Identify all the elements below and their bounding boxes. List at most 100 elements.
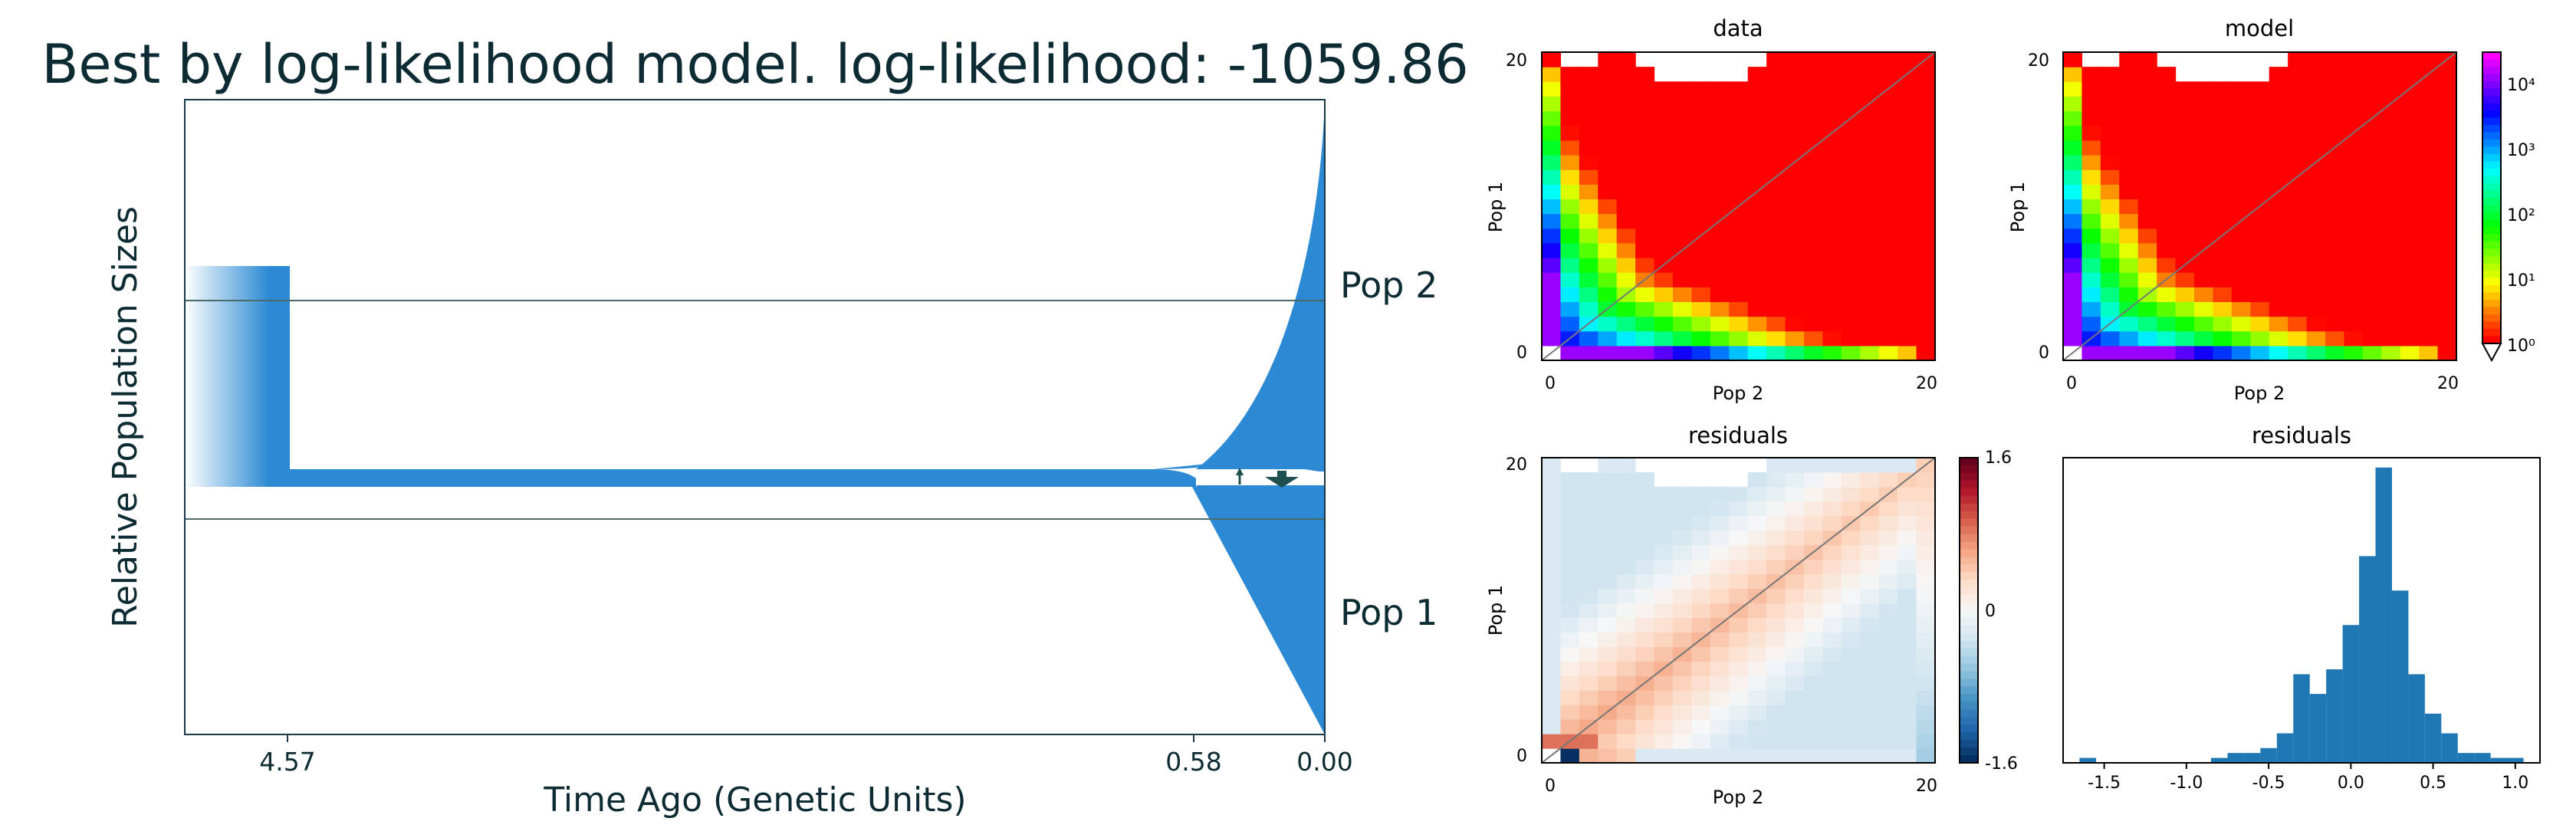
heatmap-cell bbox=[2400, 96, 2420, 112]
heatmap-cell bbox=[1710, 661, 1730, 676]
heatmap-cell bbox=[2137, 110, 2157, 127]
heatmap-cell bbox=[2344, 110, 2364, 127]
heatmap-cell bbox=[2306, 258, 2326, 273]
heatmap-cell bbox=[1729, 330, 1749, 347]
heatmap-cell bbox=[2400, 330, 2420, 347]
heatmap-cell bbox=[1710, 719, 1730, 734]
heatmap-cell bbox=[1822, 573, 1842, 590]
heatmap-cell bbox=[2119, 199, 2139, 215]
colorbar-segment bbox=[1960, 663, 1978, 672]
colorbar-segment bbox=[1960, 564, 1978, 573]
heatmap-cell bbox=[1729, 486, 1749, 502]
heatmap-cell bbox=[1747, 632, 1767, 647]
heatmap-cell bbox=[1598, 530, 1618, 546]
heatmap-cell bbox=[2381, 199, 2401, 215]
heatmap-cell bbox=[2100, 96, 2120, 112]
heatmap-cell bbox=[1841, 301, 1861, 317]
histogram-bar bbox=[2507, 757, 2524, 763]
heatmap-cell bbox=[2082, 258, 2101, 273]
heatmap-cell bbox=[1616, 155, 1636, 170]
heatmap-cell bbox=[1860, 748, 1880, 764]
heatmap-cell bbox=[1710, 301, 1730, 317]
heatmap-cell bbox=[1878, 96, 1898, 112]
colorbar-segment bbox=[1960, 702, 1978, 710]
colorbar-segment bbox=[1960, 472, 1978, 481]
heatmap-cell bbox=[2419, 272, 2439, 288]
heatmap-cell bbox=[1898, 734, 1917, 749]
heatmap-cell bbox=[2362, 330, 2382, 347]
heatmap-cell bbox=[2100, 81, 2120, 97]
heatmap-cell bbox=[2194, 155, 2214, 170]
heatmap-cell bbox=[1598, 228, 1618, 244]
heatmap-cell bbox=[2269, 125, 2288, 141]
heatmap-cell bbox=[1860, 530, 1880, 546]
heatmap-cell bbox=[1710, 748, 1730, 764]
x-tick-label: -0.5 bbox=[2252, 774, 2285, 793]
heatmap-cell bbox=[1635, 125, 1655, 141]
heatmap-cell bbox=[1579, 501, 1598, 517]
heatmap-cell bbox=[1916, 719, 1936, 734]
heatmap-cell bbox=[1747, 544, 1767, 560]
heatmap-cell bbox=[1560, 705, 1580, 720]
heatmap-cell bbox=[2231, 140, 2251, 156]
heatmap-cell bbox=[1616, 719, 1636, 734]
heatmap-cell bbox=[1598, 169, 1618, 185]
colorbar-segment bbox=[1960, 678, 1978, 688]
heatmap-cell bbox=[1747, 110, 1767, 127]
heatmap-cell bbox=[1579, 632, 1598, 647]
heatmap-cell bbox=[1860, 272, 1880, 288]
heatmap-cell bbox=[2194, 96, 2214, 112]
heatmap-cell bbox=[1691, 199, 1711, 215]
heatmap-cell bbox=[2119, 242, 2139, 258]
heatmap-cell bbox=[2362, 242, 2382, 258]
heatmap-cell bbox=[1804, 559, 1824, 575]
heatmap-cell bbox=[1616, 110, 1636, 127]
heatmap-cell bbox=[2137, 301, 2157, 317]
heatmap-cell bbox=[1785, 632, 1805, 647]
heatmap-cell bbox=[1673, 588, 1693, 604]
heatmap-cell bbox=[1916, 705, 1936, 720]
heatmap-cell bbox=[2157, 242, 2177, 258]
heatmap-cell bbox=[2381, 213, 2401, 229]
heatmap-cell bbox=[1691, 110, 1711, 127]
heatmap-cell bbox=[1579, 140, 1598, 156]
heatmap-cell bbox=[1916, 67, 1936, 82]
heatmap-cell bbox=[1804, 530, 1824, 546]
heatmap-cell bbox=[2137, 81, 2157, 97]
heatmap-cell bbox=[1598, 472, 1618, 488]
heatmap-cell bbox=[2306, 125, 2326, 141]
heatmap-cell bbox=[1560, 748, 1580, 764]
heatmap-cell bbox=[1785, 705, 1805, 720]
histogram-bar bbox=[2243, 753, 2261, 763]
ancestral-block bbox=[268, 266, 290, 487]
heatmap-cell bbox=[2362, 228, 2382, 244]
colorbar-segment bbox=[1960, 465, 1978, 474]
heatmap-cell bbox=[2175, 140, 2195, 156]
heatmap-cell bbox=[2231, 287, 2251, 303]
heatmap-cell bbox=[1785, 184, 1805, 200]
heatmap-cell bbox=[1542, 287, 1562, 303]
heatmap-cell bbox=[2194, 81, 2214, 97]
heatmap-cell bbox=[1747, 272, 1767, 288]
heatmap-cell bbox=[1766, 632, 1786, 647]
heatmap-cell bbox=[1691, 690, 1711, 705]
colorbar-extend-arrow bbox=[2481, 343, 2502, 363]
heatmap-cell bbox=[1898, 573, 1917, 590]
heatmap-cell bbox=[1860, 734, 1880, 749]
heatmap-cell bbox=[1691, 140, 1711, 156]
heatmap-cell bbox=[1841, 345, 1861, 361]
heatmap-cell bbox=[1898, 719, 1917, 734]
heatmap-cell bbox=[1598, 603, 1618, 619]
heatmap-cell bbox=[2437, 316, 2457, 332]
heatmap-cell bbox=[2119, 125, 2139, 141]
heatmap-cell bbox=[2100, 345, 2120, 361]
colorbar-segment bbox=[2482, 314, 2501, 323]
heatmap-cell bbox=[1766, 748, 1786, 764]
heatmap-cell bbox=[1822, 632, 1842, 647]
heatmap-cell bbox=[2063, 242, 2083, 258]
heatmap-cell bbox=[1822, 81, 1842, 97]
heatmap-cell bbox=[1729, 169, 1749, 185]
heatmap-cell bbox=[1898, 213, 1917, 229]
x-tick-label: 0 bbox=[1545, 374, 1556, 393]
heatmap-cell bbox=[1598, 544, 1618, 560]
